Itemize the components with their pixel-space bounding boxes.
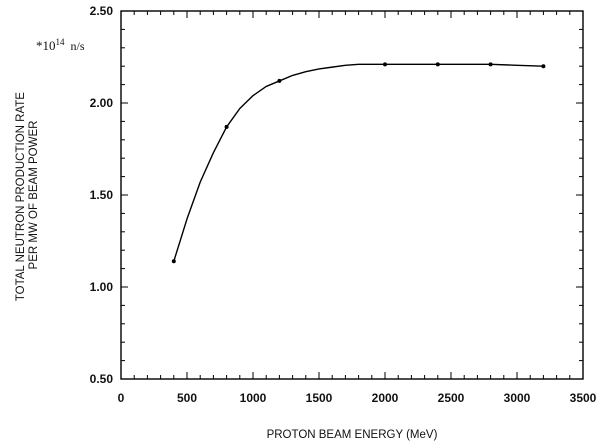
y-tick-label: 0.50: [90, 372, 114, 386]
x-tick-label: 500: [177, 391, 197, 405]
data-point: [277, 78, 282, 83]
x-tick-label: 1000: [240, 391, 267, 405]
data-point: [541, 64, 546, 69]
x-axis-label: PROTON BEAM ENERGY (MeV): [267, 429, 438, 441]
x-tick-label: 1500: [306, 391, 333, 405]
y-axis-ticks: 0.50 1.00 1.50 2.00 2.50: [90, 4, 583, 386]
plot-frame: [120, 10, 584, 380]
x-axis-ticks: 0 500 1000 1500 2000 2500 3000 3500: [118, 11, 597, 405]
y-tick-label: 1.50: [90, 188, 114, 202]
x-tick-label: 3000: [504, 391, 531, 405]
unit-annotation: *1014 n/s: [36, 37, 85, 53]
data-point: [435, 62, 440, 67]
y-tick-label: 2.50: [90, 4, 114, 18]
unit-annotation-prefix: *10: [36, 38, 56, 53]
x-tick-label: 3500: [570, 391, 597, 405]
data-point: [224, 124, 229, 129]
series-line: [173, 63, 544, 262]
x-tick-label: 2500: [438, 391, 465, 405]
data-point: [171, 259, 176, 264]
unit-annotation-exponent: 14: [56, 37, 66, 47]
y-axis-label-line-2: PER MW OF BEAM POWER: [28, 121, 40, 270]
y-axis-label-line-1: TOTAL NEUTRON PRODUCTION RATE: [15, 92, 27, 301]
x-tick-label: 0: [118, 391, 125, 405]
y-tick-label: 2.00: [90, 96, 114, 110]
unit-annotation-unit: n/s: [71, 39, 85, 53]
series-layer: [171, 62, 546, 264]
y-axis-label: TOTAL NEUTRON PRODUCTION RATE PER MW OF …: [15, 89, 40, 301]
y-tick-label: 1.00: [90, 280, 114, 294]
data-point: [383, 62, 387, 67]
data-point: [488, 62, 493, 67]
x-tick-label: 2000: [372, 391, 399, 405]
